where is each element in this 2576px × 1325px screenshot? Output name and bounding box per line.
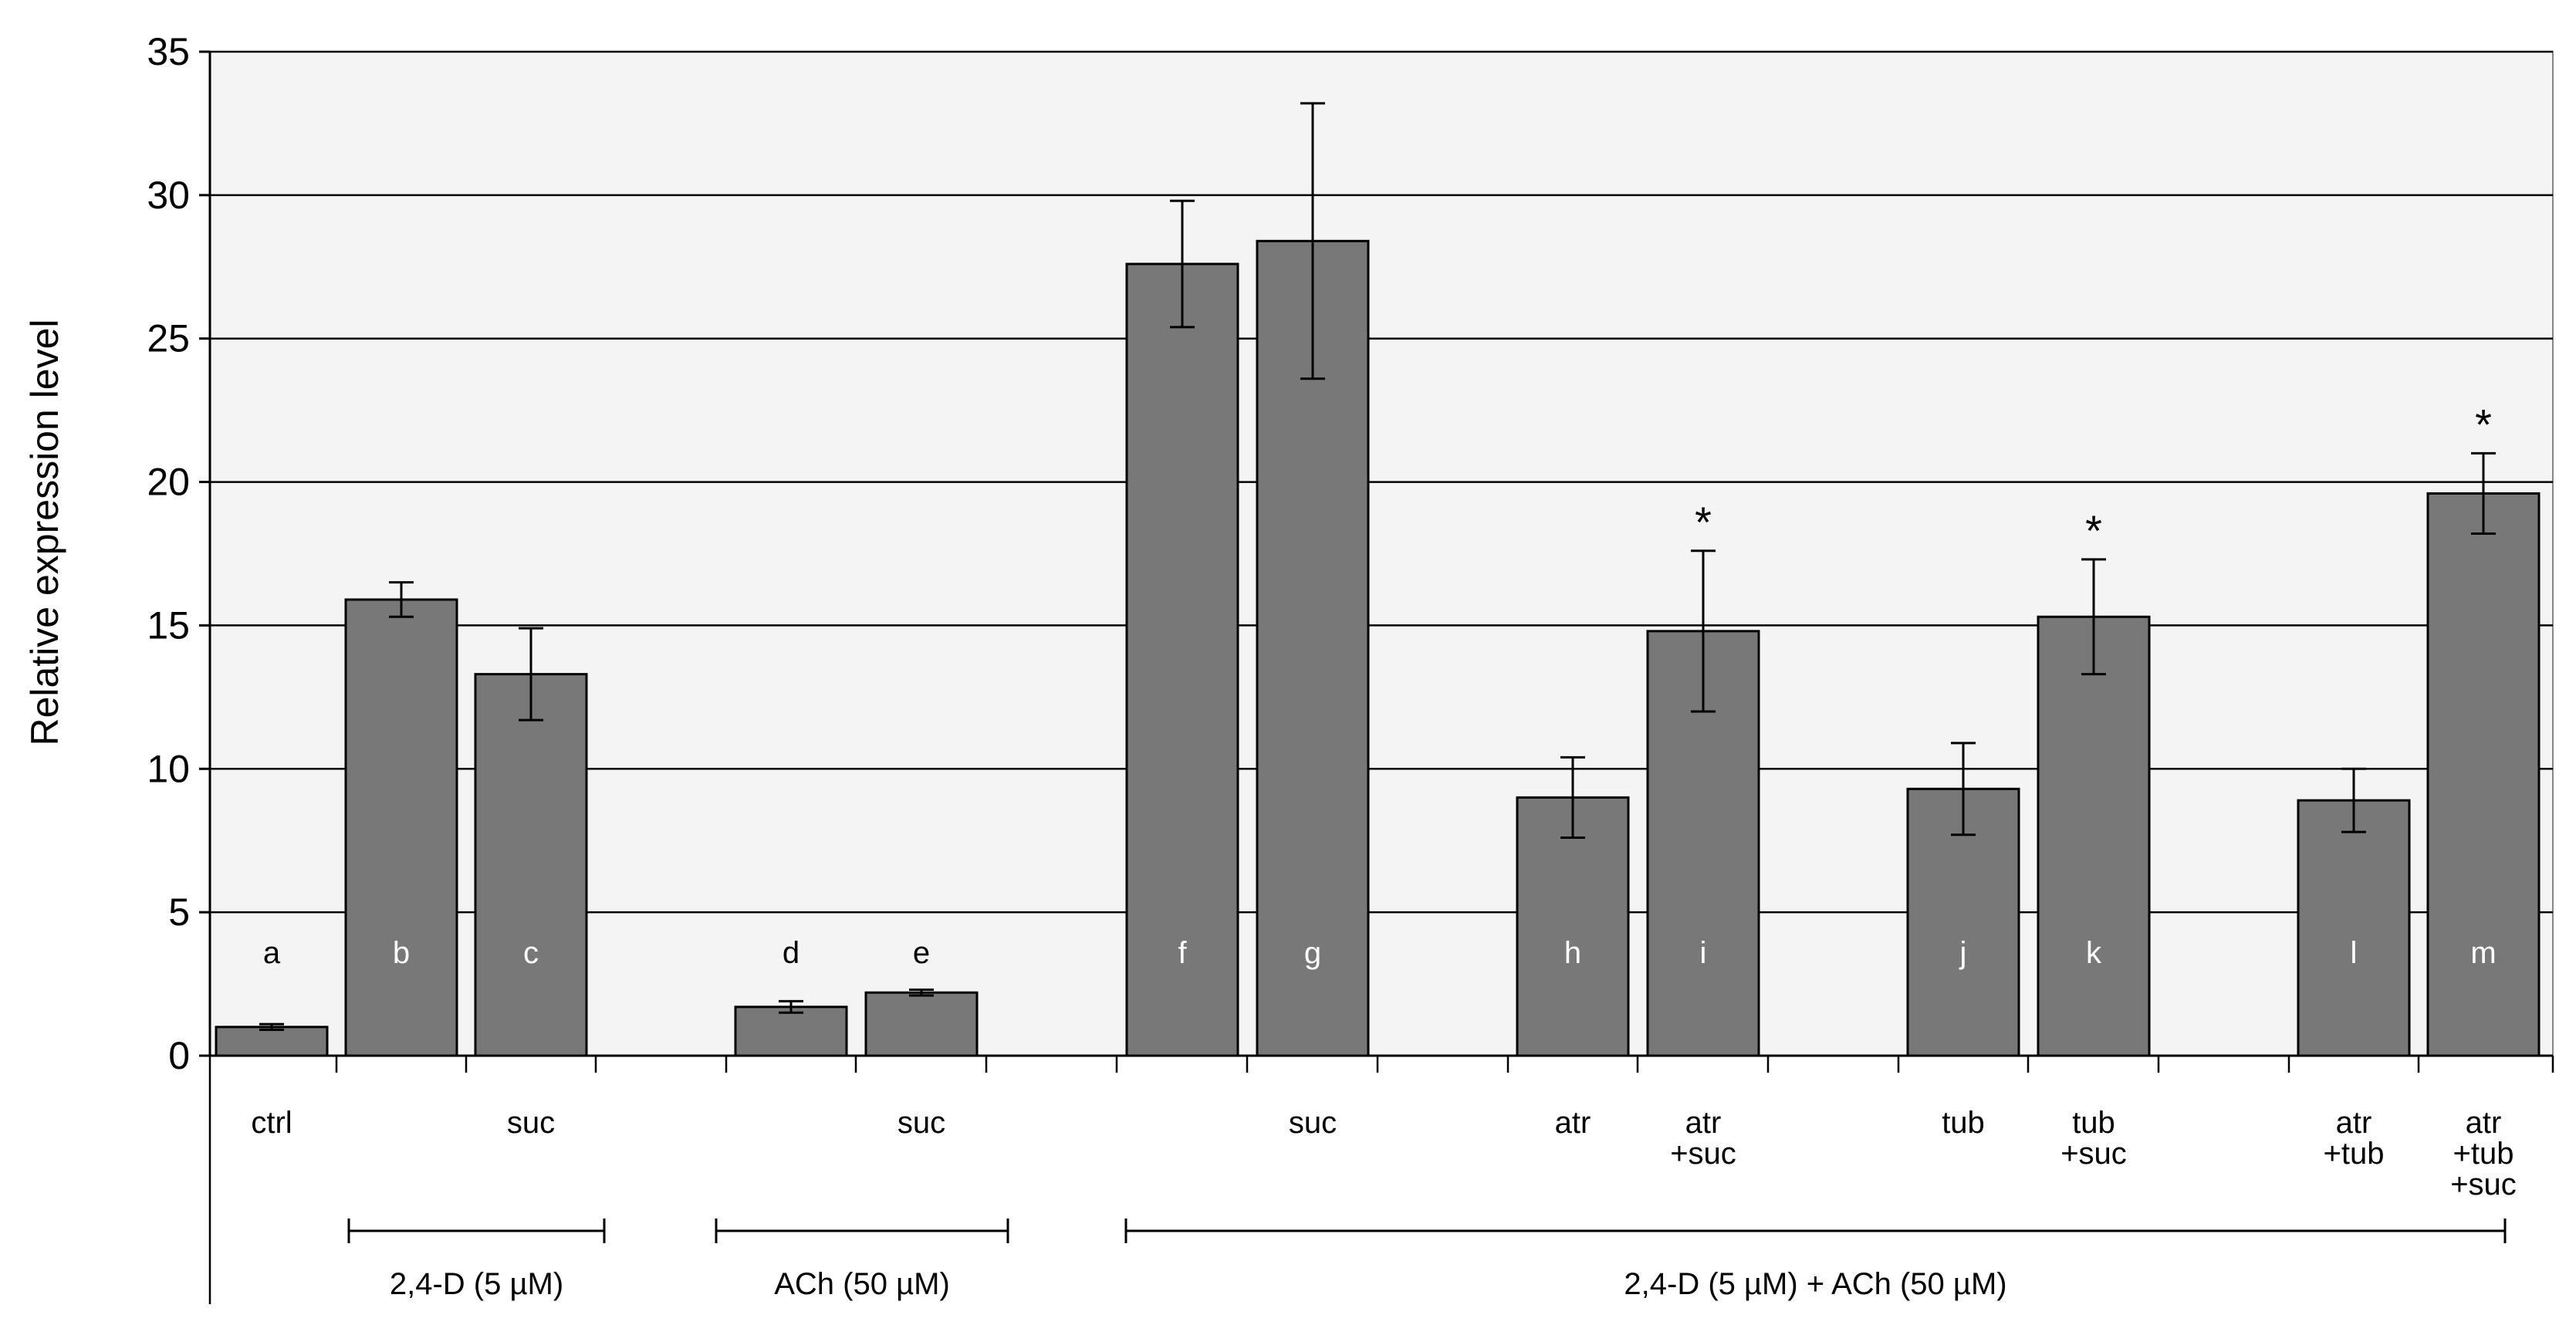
group-label-0: 2,4-D (5 µM)	[390, 1267, 563, 1301]
group-label-1: ACh (50 µM)	[774, 1267, 950, 1301]
y-tick-label-20: 20	[147, 461, 190, 504]
significance-star-i: *	[1695, 498, 1712, 546]
bar-letter-c: c	[523, 936, 539, 970]
x-tick-label-a: ctrl	[251, 1106, 292, 1140]
plot-area	[209, 51, 2554, 1056]
bar-letter-f: f	[1178, 936, 1187, 970]
bars: a b c d e f g h i * j k * l m *	[215, 102, 2541, 1057]
x-tick-label-j: tub	[1942, 1106, 1985, 1140]
significance-star-m: *	[2475, 400, 2492, 448]
bar-letter-l: l	[2351, 936, 2358, 970]
bar-letter-h: h	[1564, 936, 1581, 970]
y-tick-label-15: 15	[147, 603, 190, 647]
significance-star-k: *	[2085, 506, 2102, 555]
bar-h	[1516, 796, 1630, 1057]
x-tick-label-h: atr	[1555, 1106, 1591, 1140]
x-tick-label-k: tub +suc	[2060, 1106, 2127, 1171]
bar-letter-e: e	[913, 936, 930, 970]
x-tick-label-m: atr +tub +suc	[2450, 1106, 2517, 1202]
bar-c	[474, 673, 588, 1057]
bar-b	[344, 598, 458, 1057]
y-tick-label-25: 25	[147, 317, 190, 360]
axes: 0 5 10 15 20 25 30 35	[147, 30, 2554, 1304]
bar-a	[215, 1026, 329, 1057]
x-tick-label-l: atr +tub	[2324, 1106, 2385, 1171]
x-tick-label-g: suc	[1289, 1106, 1337, 1140]
bar-letter-i: i	[1700, 936, 1707, 970]
group-label-2: 2,4-D (5 µM) + ACh (50 µM)	[1624, 1267, 2006, 1301]
y-tick-label-5: 5	[168, 891, 190, 934]
category-labels: ctrl suc suc suc atr atr +suc tub tub +suc atr +tub…	[251, 1106, 2516, 1202]
bar-letter-j: j	[1959, 936, 1967, 970]
x-tick-label-e: suc	[898, 1106, 945, 1140]
bar-k	[2037, 615, 2151, 1057]
bar-letter-k: k	[2086, 936, 2102, 970]
bar-e	[864, 991, 979, 1057]
bar-letter-d: d	[783, 936, 800, 970]
bar-l	[2297, 799, 2411, 1057]
group-brackets: 2,4-D (5 µM) ACh (50 µM) 2,4-D (5 µM) + AC…	[347, 1219, 2507, 1301]
y-tick-label-10: 10	[147, 747, 190, 790]
x-tick-label-i: atr +suc	[1670, 1106, 1736, 1171]
bar-d	[734, 1006, 848, 1057]
bar-letter-b: b	[393, 936, 410, 970]
y-tick-label-30: 30	[147, 174, 190, 217]
x-tick-label-c: suc	[507, 1106, 555, 1140]
bar-letter-a: a	[263, 936, 281, 970]
y-tick-label-35: 35	[147, 30, 190, 73]
y-axis-label: Relative expression level	[23, 319, 66, 745]
bar-letter-m: m	[2470, 936, 2496, 970]
grid-lines	[210, 50, 2553, 914]
bar-letter-g: g	[1304, 936, 1321, 970]
bar-m	[2426, 492, 2541, 1057]
y-tick-label-0: 0	[168, 1034, 190, 1077]
